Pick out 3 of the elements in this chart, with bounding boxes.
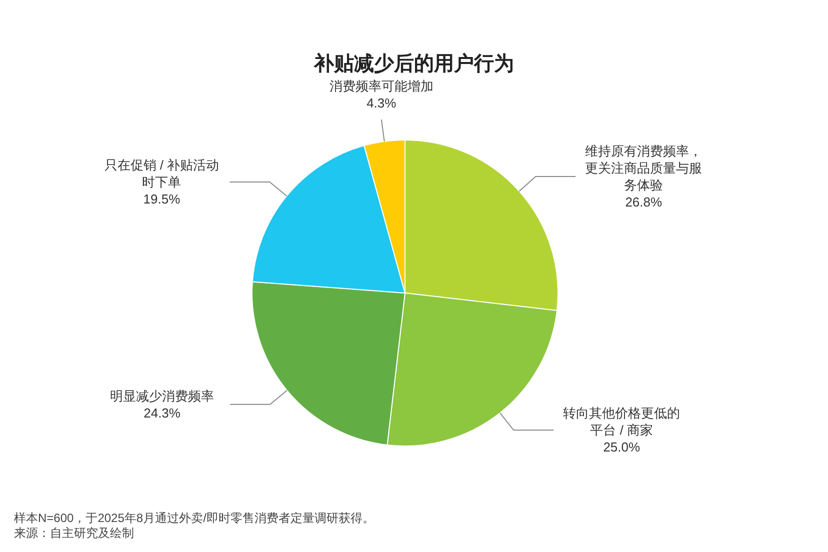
annotation: 样本N=600，于2025年8月通过外卖/即时零售消费者定量调研获得。 xyxy=(14,511,374,525)
title: 补贴减少后的用户行为 xyxy=(314,53,514,75)
annotation: 来源：自主研究及绘制 xyxy=(14,526,134,540)
